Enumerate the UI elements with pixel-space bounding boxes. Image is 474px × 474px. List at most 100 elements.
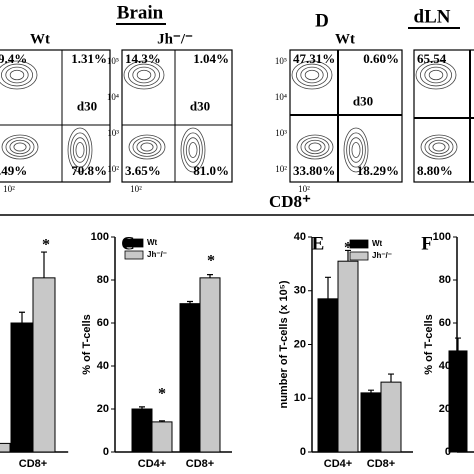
y-tick-label: 100 [433, 231, 451, 243]
quadrant-value: .49% [0, 163, 27, 178]
x-tick-label: CD4+ [324, 458, 352, 470]
quadrant-value: 1.31% [71, 51, 107, 66]
contour [183, 132, 203, 168]
contour [188, 142, 198, 158]
y-tick-label: 100 [91, 231, 109, 243]
bar [10, 322, 34, 453]
contour [300, 66, 324, 84]
y-tick-label: 30 [294, 285, 306, 297]
bar [0, 442, 11, 453]
contour [72, 137, 88, 163]
contour [428, 69, 444, 81]
contour [132, 66, 156, 84]
y-tick-label: 10³ [107, 128, 119, 138]
contour [300, 137, 330, 157]
y-tick-label: 0 [445, 446, 451, 458]
brain-title: Brain [117, 2, 164, 23]
error-bar [207, 274, 213, 278]
timepoint: d30 [353, 93, 373, 108]
contour [424, 66, 448, 84]
bar [380, 381, 402, 453]
timepoint: d30 [190, 98, 210, 113]
plot-frame [121, 49, 233, 183]
y-tick-label: 80 [439, 274, 451, 286]
y-tick-label: 0 [103, 446, 109, 458]
quadrant-value: 1.04% [193, 51, 229, 66]
x-tick-label: 10² [130, 184, 142, 194]
bar [448, 350, 468, 453]
y-axis-label: number of T-cells (x 10⁵) [278, 280, 290, 408]
quadrant-value: 14.3% [125, 51, 161, 66]
significance: * [344, 240, 352, 257]
quadrant-value: 81.0% [193, 163, 229, 178]
contour [5, 66, 29, 84]
legend-label: Jh⁻/⁻ [372, 251, 392, 260]
contour [123, 60, 165, 90]
legend-swatch [349, 239, 369, 249]
contour [70, 132, 90, 168]
contour [304, 139, 326, 155]
plot-header: Wt [30, 31, 50, 47]
error-bar [41, 251, 47, 278]
contour [136, 69, 152, 81]
panel-letter: F [421, 233, 433, 254]
y-tick-label: 10³ [275, 128, 287, 138]
error-bar [325, 276, 331, 299]
bar [179, 303, 201, 453]
contour [343, 127, 369, 173]
contour [140, 142, 154, 152]
legend-swatch [124, 250, 144, 260]
contour [185, 137, 201, 163]
error-bar [187, 300, 193, 304]
contour [136, 139, 158, 155]
y-tick-label: 10² [107, 164, 119, 174]
legend-label: Jh⁻/⁻ [147, 250, 167, 259]
contour [420, 134, 458, 160]
bar [32, 277, 56, 453]
quadrant-value: 9.4% [0, 51, 27, 66]
y-tick-label: 0 [300, 446, 306, 458]
y-tick-label: 60 [97, 317, 109, 329]
contour [295, 63, 328, 87]
bar [337, 260, 359, 453]
plot-header: Jh⁻/⁻ [157, 31, 193, 47]
contour [132, 137, 162, 157]
bar [199, 277, 221, 453]
dln-title: dLN [414, 6, 451, 27]
contour [346, 132, 366, 168]
contour [424, 137, 454, 157]
contour [351, 142, 361, 158]
x-tick-label: CD8+ [367, 458, 395, 470]
y-tick-label: 80 [97, 274, 109, 286]
plot-header: Wt [335, 31, 355, 47]
quadrant-value: 18.29% [357, 163, 399, 178]
y-tick-label: 20 [294, 338, 306, 350]
y-tick-label: 10⁵ [275, 56, 287, 66]
significance: * [158, 386, 166, 403]
y-tick-label: 60 [439, 317, 451, 329]
contour [0, 63, 34, 87]
y-tick-label: 10⁴ [107, 92, 119, 102]
x-tick-label: 10² [3, 184, 15, 194]
contour [419, 63, 452, 87]
legend-label: Wt [372, 239, 383, 248]
legend-swatch [124, 238, 144, 248]
x-tick-label: 10² [298, 184, 310, 194]
error-bar [19, 311, 25, 323]
panel-letter: D [315, 10, 329, 31]
contour [304, 69, 320, 81]
y-tick-label: 10 [294, 392, 306, 404]
contour [180, 127, 206, 173]
significance: * [42, 237, 50, 254]
error-bar [455, 337, 461, 351]
legend-swatch [349, 251, 369, 261]
x-axis-label: CD8⁺ [269, 192, 311, 211]
contour [67, 127, 93, 173]
error-bar [368, 389, 374, 393]
quadrant-value: 70.8% [71, 163, 107, 178]
bar [360, 392, 382, 453]
y-axis-label: % of T-cells [423, 314, 435, 375]
y-tick-label: 10⁴ [275, 92, 287, 102]
contour [75, 142, 85, 158]
contour [432, 142, 446, 152]
